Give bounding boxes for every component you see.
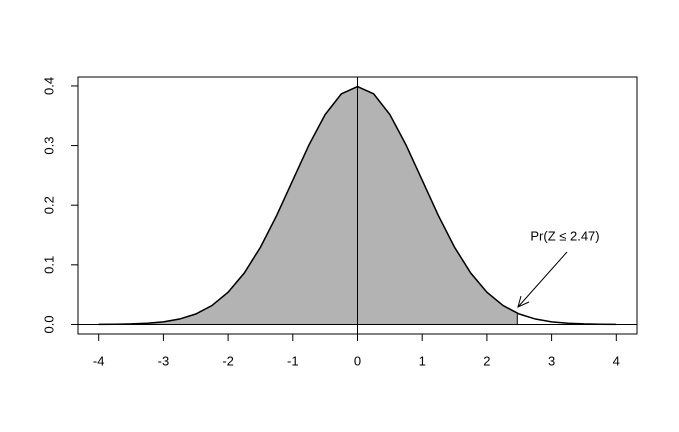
y-tick-label: 0.0: [41, 315, 56, 333]
x-tick-label: -4: [93, 353, 105, 368]
x-tick-label: -1: [287, 353, 299, 368]
annotation: Pr(Z ≤ 2.47): [530, 228, 599, 243]
arrow-head: [517, 295, 530, 308]
x-tick-label: 2: [483, 353, 490, 368]
y-tick-label: 0.1: [41, 256, 56, 274]
density-curve: [98, 85, 617, 326]
shaded-area: [98, 86, 518, 325]
plot-area: [78, 77, 637, 334]
x-tick-label: -2: [222, 353, 234, 368]
y-tick-label: 0.3: [41, 137, 56, 155]
x-tick-label: 3: [548, 353, 555, 368]
y-tick-label: 0.2: [41, 196, 56, 214]
x-tick-label: 1: [419, 353, 426, 368]
x-tick-label: -3: [158, 353, 170, 368]
x-tick-label: 4: [613, 353, 620, 368]
y-tick-label: 0.4: [41, 77, 56, 95]
x-tick-label: 0: [354, 353, 361, 368]
annotation-arrow: [517, 251, 568, 308]
